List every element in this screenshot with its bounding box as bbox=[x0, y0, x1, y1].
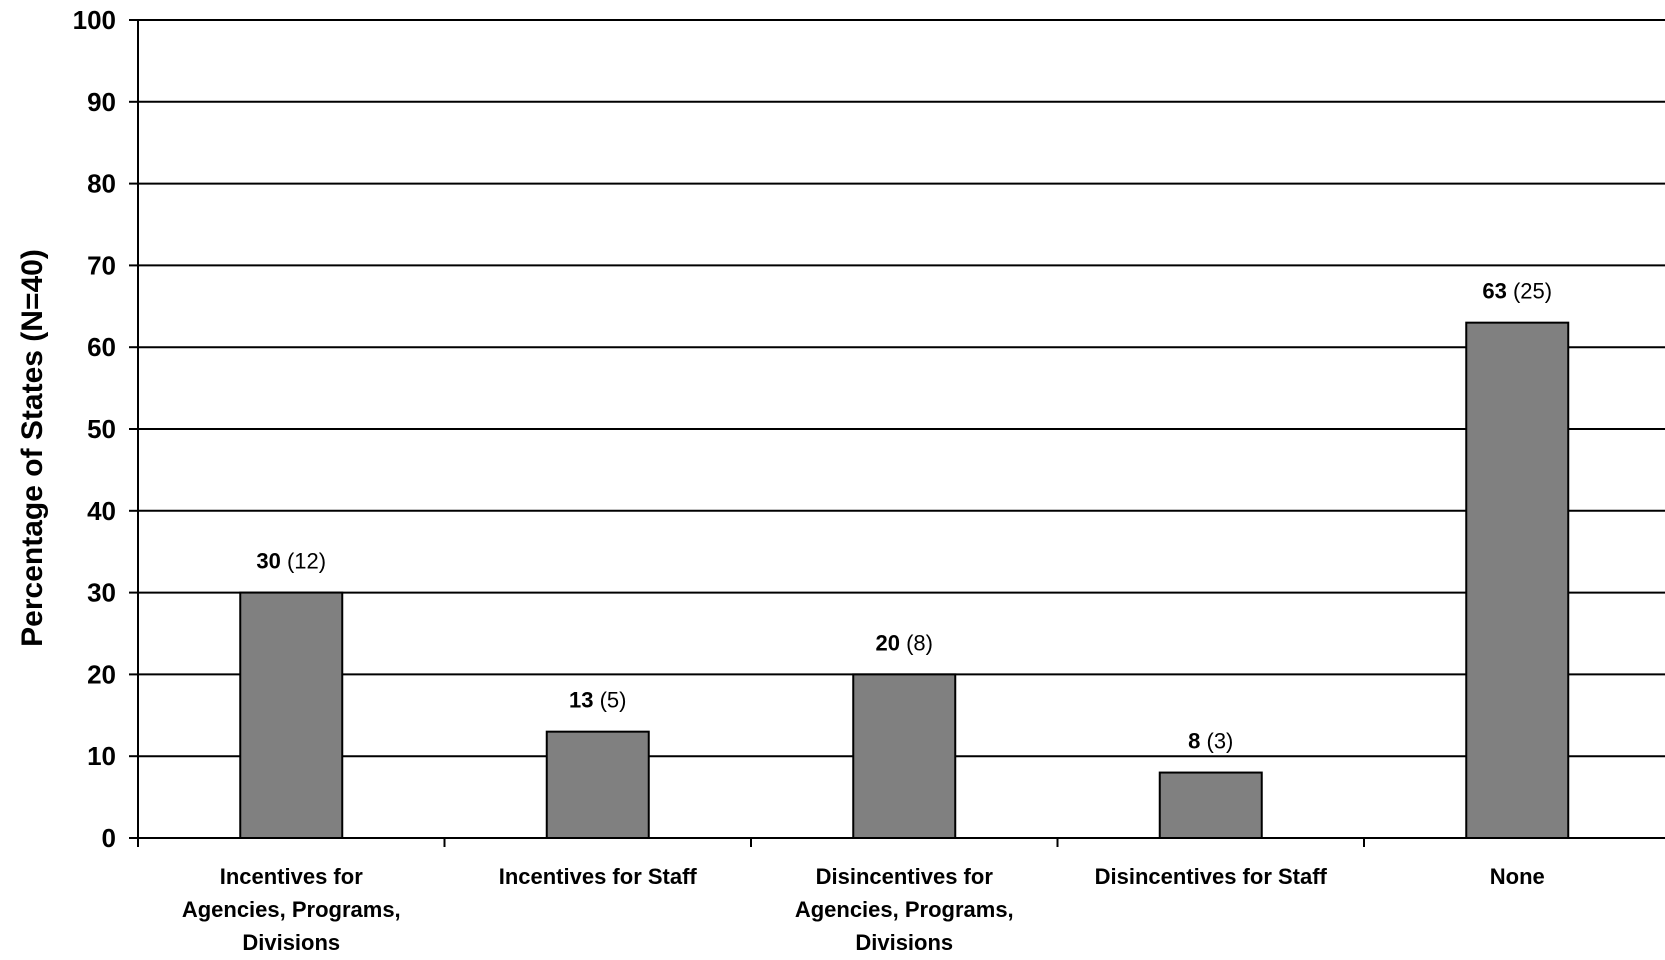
x-category-label-1: Incentives for Staff bbox=[499, 864, 698, 889]
data-label-count: (5) bbox=[593, 688, 626, 713]
x-category-label-3: Disincentives for Staff bbox=[1095, 864, 1328, 889]
axes bbox=[129, 19, 1665, 847]
y-tick-label: 70 bbox=[87, 250, 116, 280]
data-label-2: 20 (8) bbox=[876, 630, 933, 655]
gridlines bbox=[138, 19, 1665, 758]
y-tick-label: 0 bbox=[102, 823, 116, 853]
data-label-3: 8 (3) bbox=[1188, 729, 1233, 754]
data-label-value: 8 bbox=[1188, 729, 1200, 754]
data-label-value: 20 bbox=[876, 630, 900, 655]
bar-1 bbox=[545, 730, 650, 839]
bars bbox=[239, 321, 1570, 840]
data-label-0: 30 (12) bbox=[256, 549, 326, 574]
data-labels: 30 (12) 13 (5) 20 (8) 8 (3) 63 (25) bbox=[256, 279, 1552, 754]
bar-2 bbox=[852, 673, 957, 840]
bar-3 bbox=[1158, 771, 1263, 839]
data-label-count: (25) bbox=[1507, 279, 1552, 304]
data-label-count: (3) bbox=[1200, 729, 1233, 754]
x-category-label-2: Disincentives for Agencies, Programs, Divi… bbox=[795, 864, 1014, 955]
data-label-value: 63 bbox=[1482, 279, 1506, 304]
y-tick-label: 90 bbox=[87, 87, 116, 117]
data-label-4: 63 (25) bbox=[1482, 279, 1552, 304]
data-label-count: (12) bbox=[281, 549, 326, 574]
data-label-count: (8) bbox=[900, 630, 933, 655]
y-tick-label: 10 bbox=[87, 741, 116, 771]
y-tick-label: 40 bbox=[87, 496, 116, 526]
y-axis-title: Percentage of States (N=40) bbox=[16, 249, 49, 647]
y-tick-label: 20 bbox=[87, 659, 116, 689]
y-tick-label: 60 bbox=[87, 332, 116, 362]
data-label-1: 13 (5) bbox=[569, 688, 626, 713]
x-category-label-0: Incentives for Agencies, Programs, Divisio… bbox=[182, 864, 401, 955]
x-category-labels: Incentives for Agencies, Programs, Divisio… bbox=[182, 864, 1545, 955]
x-category-label-4: None bbox=[1490, 864, 1545, 889]
y-tick-label: 30 bbox=[87, 578, 116, 608]
bar-4 bbox=[1465, 321, 1570, 840]
data-label-value: 30 bbox=[256, 549, 280, 574]
y-tick-labels: 0 10 20 30 40 50 60 70 80 90 100 bbox=[73, 5, 116, 853]
bar-0 bbox=[239, 591, 344, 839]
y-tick-label: 80 bbox=[87, 169, 116, 199]
y-tick-label: 100 bbox=[73, 5, 116, 35]
y-tick-label: 50 bbox=[87, 414, 116, 444]
data-label-value: 13 bbox=[569, 688, 593, 713]
